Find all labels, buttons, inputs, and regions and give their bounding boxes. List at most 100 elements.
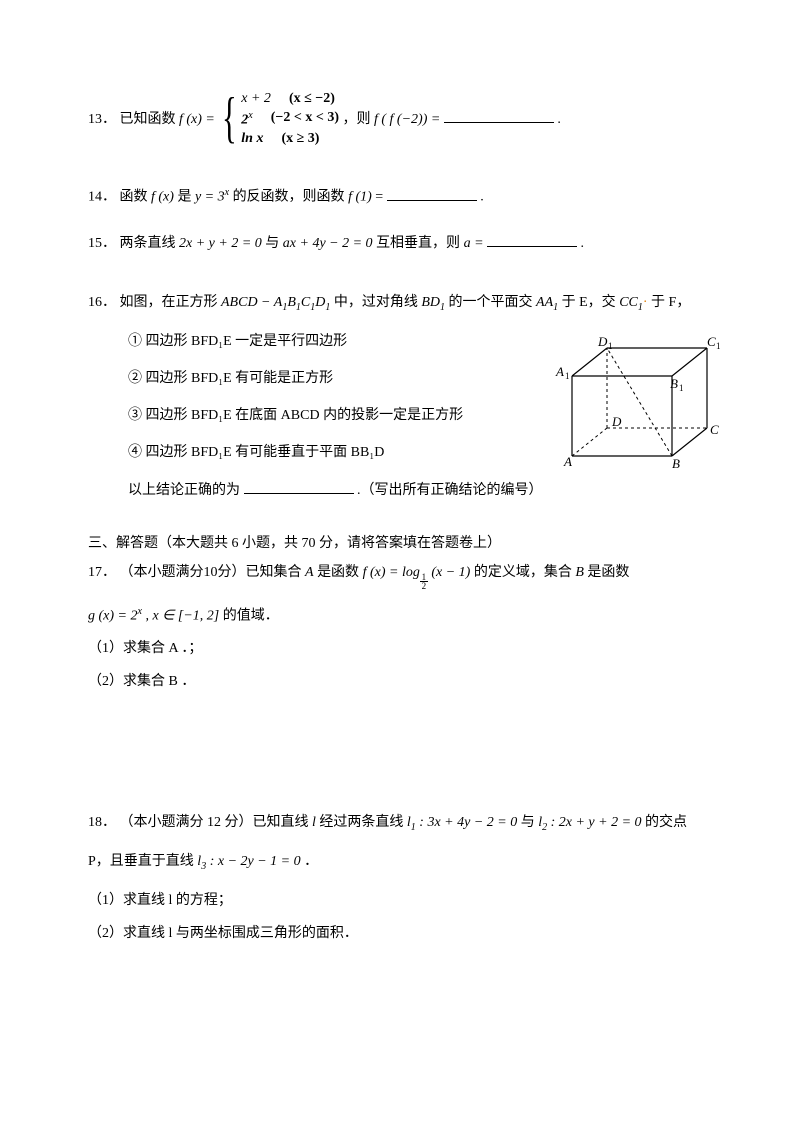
q18-t4: 的交点 <box>645 815 687 830</box>
frac-bot: 2 <box>422 582 427 590</box>
q17-sub2: （2）求集合 B ． <box>88 671 712 692</box>
q16-t5: 于 F， <box>651 295 690 310</box>
q18-line1: 18． （本小题满分 12 分）已知直线 l 经过两条直线 l1 : 3x + … <box>88 812 712 835</box>
q16-stem: 16． 如图，在正方形 ABCD − A1B1C1D1 中，过对角线 BD1 的… <box>88 292 712 315</box>
q18-line2b: ． <box>304 854 318 869</box>
cube-svg: A B C D A1 B1 C1 D1 <box>552 336 722 476</box>
piece-1-cond: (x ≤ −2) <box>289 90 335 109</box>
exam-page: 13． 已知函数 f (x) = { x + 2(x ≤ −2) 2x(−2 <… <box>0 0 800 1004</box>
q13-fx: f (x) = <box>179 112 215 127</box>
piece-3-expr: ln x <box>241 130 263 149</box>
orange-dot-icon: · <box>643 295 648 310</box>
q15-a: a = <box>464 236 484 251</box>
q17-line2: g (x) = 2x , x ∈ [−1, 2] 的值域． <box>88 604 712 627</box>
piece-1-expr: x + 2 <box>241 90 271 109</box>
q17-t2: 是函数 <box>317 565 363 580</box>
q17-t4: 的定义域，集合 <box>474 565 576 580</box>
q17-t5: 是函数 <box>587 565 629 580</box>
q17-A: A <box>305 565 314 580</box>
q18-t3: 与 <box>521 815 539 830</box>
q13-pre: 已知函数 <box>120 112 180 127</box>
q18-l1: l1 : 3x + 4y − 2 = 0 <box>407 815 517 830</box>
piecewise-function: { x + 2 (x ≤ −2) 2x (−2 < x < 3) ln x (x ≥ … <box>218 90 339 149</box>
q16-aa1: AA1 <box>536 295 558 310</box>
q16-number: 16． <box>88 295 116 310</box>
q16-conc-2: .（写出所有正确结论的编号） <box>357 483 543 498</box>
q16-cc1: CC1 <box>619 295 643 310</box>
label-B: B <box>672 456 680 471</box>
q14-t3: 的反函数，则函数 <box>233 190 349 205</box>
q17-g3: [−1, 2] <box>178 608 219 623</box>
q13-post1: ，则 <box>342 112 374 127</box>
label-C: C <box>710 422 719 437</box>
blank-15[interactable] <box>487 232 577 247</box>
label-D: D <box>611 414 622 429</box>
piece-2-expr: 2x <box>241 109 252 131</box>
svg-text:1: 1 <box>565 371 570 381</box>
left-brace: { <box>222 90 237 149</box>
q16-t4: 于 E，交 <box>562 295 620 310</box>
q18-l3: l3 : x − 2y − 1 = 0 <box>197 854 300 869</box>
question-16: 16． 如图，在正方形 ABCD − A1B1C1D1 中，过对角线 BD1 的… <box>88 292 712 501</box>
q13-post2: . <box>557 112 561 127</box>
q14-fx: f (x) <box>151 190 174 205</box>
q16-t1: 如图，在正方形 <box>120 295 222 310</box>
piece-3-cond: (x ≥ 3) <box>281 130 319 149</box>
q17-fx: f (x) = log <box>363 565 420 580</box>
piece-2-cond: (−2 < x < 3) <box>271 109 339 131</box>
q17-number: 17． <box>88 565 116 580</box>
q14-t4: = <box>375 190 383 205</box>
q16-t3: 的一个平面交 <box>449 295 537 310</box>
q17-g2: , x ∈ <box>145 608 174 623</box>
q17-t3: (x − 1) <box>431 565 470 580</box>
blank-16[interactable] <box>244 479 354 494</box>
label-D1: D <box>597 336 608 349</box>
q17-sub1: （1）求集合 A ．； <box>88 638 712 659</box>
svg-text:1: 1 <box>608 341 613 351</box>
q14-t5: . <box>480 190 484 205</box>
q15-l1: 2x + y + 2 = 0 <box>179 236 262 251</box>
q16-bd1: BD1 <box>421 295 445 310</box>
svg-text:1: 1 <box>679 383 684 393</box>
label-A: A <box>563 454 572 469</box>
q18-line2a: P，且垂直于直线 <box>88 854 197 869</box>
label-C1: C <box>707 336 716 349</box>
q18-number: 18． <box>88 815 116 830</box>
blank-13[interactable] <box>444 108 554 123</box>
q15-t2: 与 <box>265 236 283 251</box>
label-A1: A <box>555 364 564 379</box>
q17-B: B <box>575 565 584 580</box>
section-3-title: 三、解答题（本大题共 6 小题，共 70 分，请将答案填在答题卷上） <box>88 533 712 554</box>
q17-g4: 的值域． <box>223 608 279 623</box>
q18-t2: 经过两条直线 <box>319 815 407 830</box>
question-13: 13． 已知函数 f (x) = { x + 2 (x ≤ −2) 2x (−2 <… <box>88 90 712 149</box>
question-17: 17． （本小题满分10分）已知集合 A 是函数 f (x) = log12 (… <box>88 562 712 693</box>
q14-t2: 是 <box>177 190 195 205</box>
q15-number: 15． <box>88 236 116 251</box>
q16-conc-1: 以上结论正确的为 <box>128 483 240 498</box>
q14-exp: x <box>225 187 229 198</box>
q16-cube: ABCD − A1B1C1D1 <box>221 295 330 310</box>
q18-sub1: （1）求直线 l 的方程； <box>88 890 712 911</box>
frac-top: 1 <box>422 573 427 581</box>
pieces: x + 2 (x ≤ −2) 2x (−2 < x < 3) ln x (x ≥ 3) <box>237 90 339 149</box>
q13-ff: f ( f (−2)) = <box>374 112 440 127</box>
q14-t1: 函数 <box>120 190 152 205</box>
label-B1: B <box>670 376 678 391</box>
q17-g1: g (x) = 2 <box>88 608 138 623</box>
q18-l2: l2 : 2x + y + 2 = 0 <box>538 815 641 830</box>
question-18: 18． （本小题满分 12 分）已知直线 l 经过两条直线 l1 : 3x + … <box>88 812 712 944</box>
question-15: 15． 两条直线 2x + y + 2 = 0 与 ax + 4y − 2 = … <box>88 232 712 254</box>
q17-line1: 17． （本小题满分10分）已知集合 A 是函数 f (x) = log12 (… <box>88 562 712 590</box>
q18-l: l <box>312 815 316 830</box>
svg-text:1: 1 <box>716 341 721 351</box>
q18-t1: （本小题满分 12 分）已知直线 <box>120 815 313 830</box>
q18-sub2: （2）求直线 l 与两坐标围成三角形的面积． <box>88 923 712 944</box>
q15-t1: 两条直线 <box>120 236 180 251</box>
q14-eq: y = 3 <box>195 190 225 205</box>
blank-14[interactable] <box>387 186 477 201</box>
q18-line2: P，且垂直于直线 l3 : x − 2y − 1 = 0 ． <box>88 851 712 874</box>
q14-f1: f (1) <box>348 190 372 205</box>
q13-number: 13． <box>88 112 116 127</box>
q17-t1: （本小题满分10分）已知集合 <box>120 565 306 580</box>
